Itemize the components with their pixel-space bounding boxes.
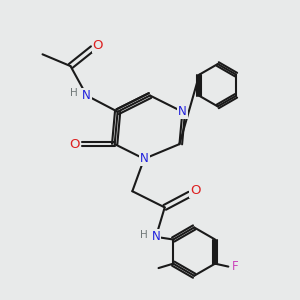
- Text: H: H: [140, 230, 147, 240]
- Text: N: N: [152, 230, 160, 243]
- Text: H: H: [70, 88, 78, 98]
- Text: O: O: [190, 184, 201, 197]
- Text: N: N: [82, 89, 91, 102]
- Text: O: O: [93, 39, 103, 52]
- Text: N: N: [178, 105, 187, 118]
- Text: N: N: [140, 152, 148, 165]
- Text: O: O: [70, 138, 80, 151]
- Text: F: F: [232, 260, 239, 273]
